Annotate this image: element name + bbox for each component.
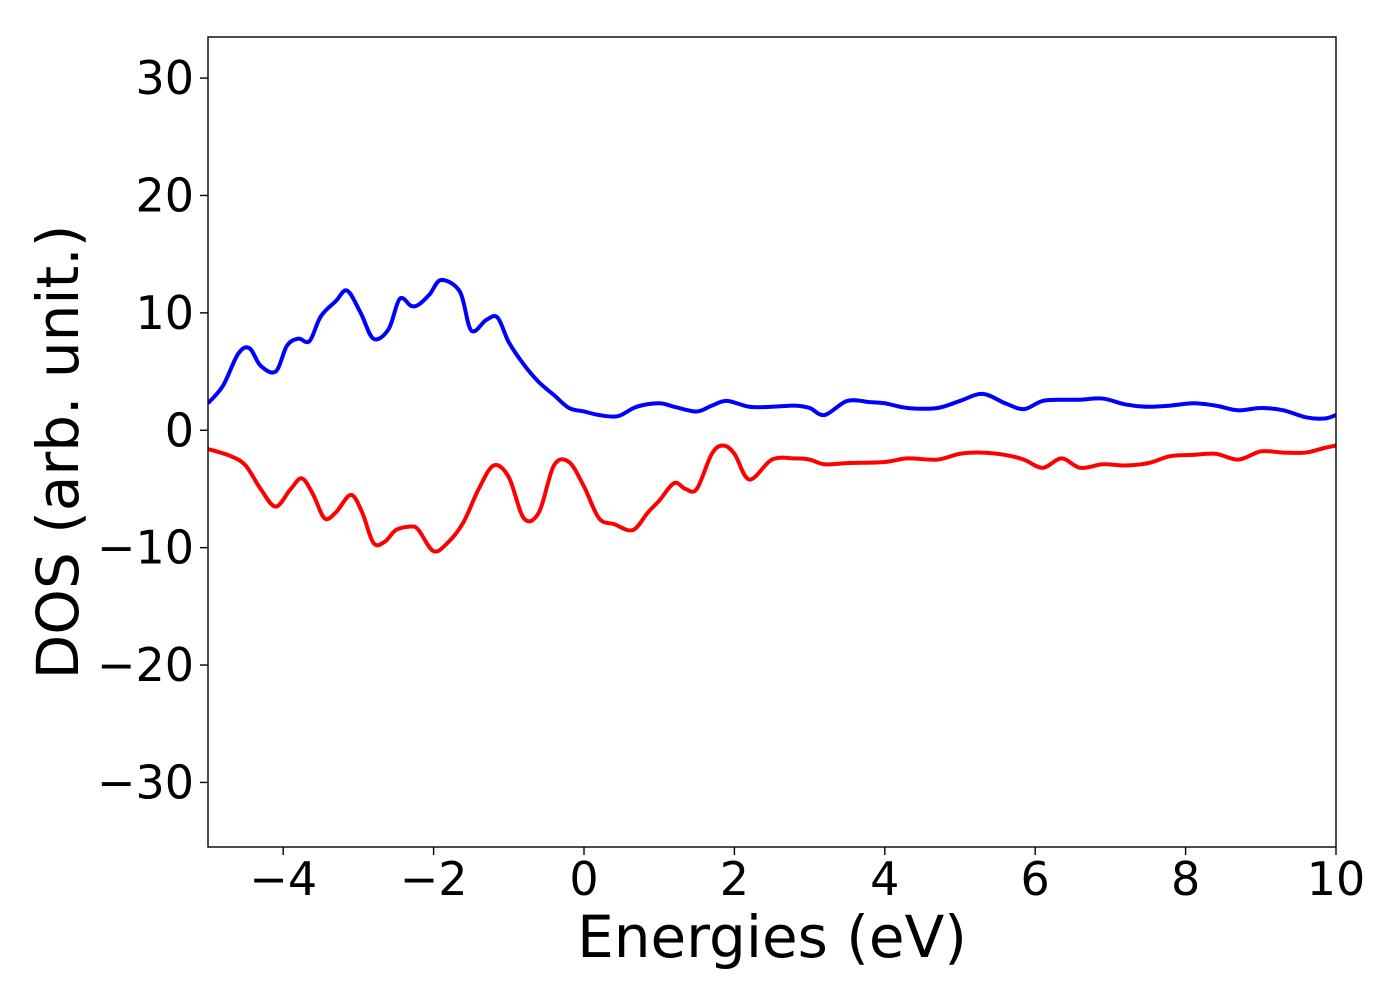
x-tick-label: 2 xyxy=(720,852,749,906)
y-axis-label: DOS (arb. unit.) xyxy=(24,225,92,680)
y-tick-label: −10 xyxy=(97,521,194,575)
y-tick-label: −30 xyxy=(97,755,194,809)
y-tick-label: −20 xyxy=(97,638,194,692)
series-line-1 xyxy=(208,277,1336,421)
y-tick-label: 20 xyxy=(135,168,194,222)
x-tick-label: 6 xyxy=(1021,852,1050,906)
x-tick-label: 10 xyxy=(1307,852,1366,906)
x-tick-label: 8 xyxy=(1171,852,1200,906)
x-tick-label: −2 xyxy=(400,852,468,906)
series-line-2 xyxy=(208,443,1336,554)
plot-area xyxy=(208,277,1336,554)
y-tick-label: 0 xyxy=(165,403,194,457)
x-tick-label: −4 xyxy=(249,852,317,906)
x-axis-label: Energies (eV) xyxy=(577,903,967,971)
y-axis-ticks: −30 −20 −10 0 10 20 30 xyxy=(97,51,208,809)
axes-frame xyxy=(207,36,1337,848)
x-tick-label: 0 xyxy=(569,852,598,906)
x-tick-label: 4 xyxy=(870,852,899,906)
y-tick-label: 10 xyxy=(135,286,194,340)
y-tick-label: 30 xyxy=(135,51,194,105)
x-axis-ticks: −4 −2 0 2 4 6 8 10 xyxy=(249,847,1365,906)
